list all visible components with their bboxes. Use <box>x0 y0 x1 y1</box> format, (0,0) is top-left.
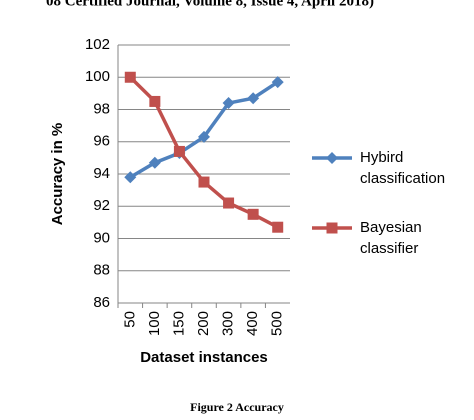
header: 08 Certified Journal, Volume 8, Issue 4,… <box>46 0 374 9</box>
marker <box>198 176 210 188</box>
y-tick-label: 88 <box>93 262 110 279</box>
y-tick-label: 90 <box>93 229 110 246</box>
legend-marker <box>326 222 338 234</box>
marker <box>198 130 210 143</box>
marker <box>271 76 284 89</box>
y-tick-label: 102 <box>85 36 110 53</box>
y-tick-label: 92 <box>93 197 110 214</box>
legend-label: Bayesian classifier <box>360 219 422 257</box>
marker <box>124 171 137 184</box>
y-tick-label: 96 <box>93 133 110 150</box>
y-tick-label: 98 <box>93 100 110 117</box>
marker <box>173 145 185 157</box>
marker <box>222 97 235 110</box>
x-tick-label: 300 <box>220 311 237 336</box>
y-tick-label: 94 <box>93 165 110 182</box>
y-axis-title: Accuracy in % <box>49 123 66 226</box>
legend-label: Hybird classification <box>360 149 446 187</box>
marker <box>148 156 161 169</box>
marker <box>124 71 136 83</box>
caption: Figure 2 Accuracy <box>190 400 284 414</box>
marker <box>247 92 260 105</box>
x-tick-label: 150 <box>170 311 187 336</box>
x-tick-label: 50 <box>121 311 138 328</box>
legend-marker <box>326 152 338 164</box>
y-tick-label: 86 <box>93 294 110 311</box>
x-tick-label: 100 <box>146 311 163 336</box>
marker <box>247 208 259 220</box>
x-axis-title: Dataset instances <box>140 349 268 366</box>
y-tick-label: 100 <box>85 68 110 85</box>
x-tick-label: 500 <box>269 311 286 336</box>
x-tick-label: 400 <box>244 311 261 336</box>
x-tick-label: 200 <box>195 311 212 336</box>
marker <box>272 221 284 233</box>
marker <box>223 197 235 209</box>
marker <box>149 95 161 107</box>
